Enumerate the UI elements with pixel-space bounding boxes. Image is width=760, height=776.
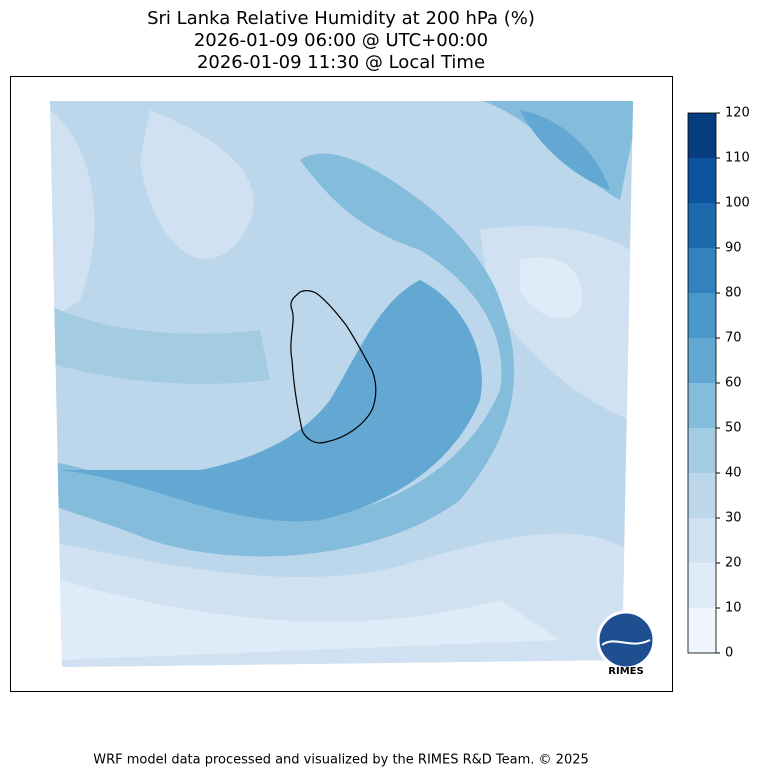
sri-lanka-outline [290,290,377,444]
colorbar-segment [688,293,716,338]
colorbar-tick-label: 10 [725,601,742,616]
colorbar-segment [688,338,716,383]
logo-emblem [596,610,656,670]
title-line: Sri Lanka Relative Humidity at 200 hPa (… [147,8,535,29]
colorbar-tick-label: 120 [725,106,750,121]
colorbar-segment [688,608,716,653]
title-line: 2026-01-09 06:00 @ UTC+00:00 [194,30,488,51]
colorbar-tick-label: 100 [725,196,750,211]
colorbar-segment [688,158,716,203]
colorbar-tick-label: 50 [725,421,742,436]
colorbar-tick-label: 90 [725,241,742,256]
footer: WRF model data processed and visualized … [93,753,589,768]
colorbar-segment [688,113,716,158]
colorbar-tick-label: 40 [725,466,742,481]
title-line: 2026-01-09 11:30 @ Local Time [197,52,485,73]
humidity-field [50,101,633,667]
colorbar-segment [688,248,716,293]
colorbar-tick-label: 0 [725,646,733,661]
colorbar-segment [688,428,716,473]
colorbar-segment [688,203,716,248]
colorbar-segment [688,383,716,428]
logo-wave [601,639,651,646]
colorbar-tick-label: 80 [725,286,742,301]
logo-text: RIMES [608,666,643,677]
colorbar-tick-label: 20 [725,556,742,571]
colorbar-tick-label: 60 [725,376,742,391]
colorbar-segment [688,518,716,563]
colorbar-segment [688,473,716,518]
colorbar-tick-label: 30 [725,511,742,526]
colorbar-segment [688,563,716,608]
colorbar-tick-label: 70 [725,331,742,346]
colorbar-tick-label: 110 [725,151,750,166]
